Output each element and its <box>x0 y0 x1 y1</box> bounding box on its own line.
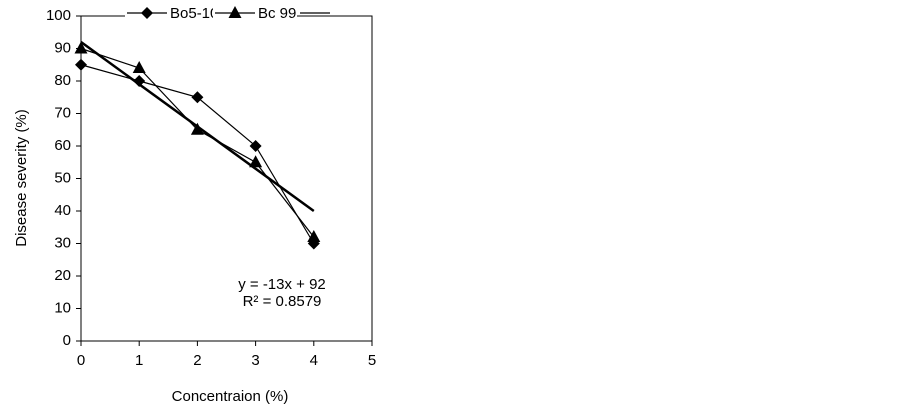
trend-r-squared: R² = 0.8579 <box>243 293 322 310</box>
data-point <box>133 75 146 87</box>
x-axis-label: Concentraion (%) <box>172 388 289 405</box>
y-tick-label: 100 <box>46 7 71 24</box>
y-tick-label: 90 <box>54 39 71 56</box>
y-tick-label: 50 <box>54 169 71 186</box>
x-tick-label: 3 <box>251 352 259 369</box>
data-point <box>132 61 146 73</box>
data-point <box>249 140 262 152</box>
x-tick-label: 5 <box>368 352 376 369</box>
x-tick-label: 1 <box>135 352 143 369</box>
y-tick-label: 30 <box>54 234 71 251</box>
legend-marker <box>141 7 153 19</box>
y-tick-label: 40 <box>54 202 71 219</box>
data-point <box>191 91 204 104</box>
y-axis-label: Disease severity (%) <box>13 109 30 247</box>
data-point <box>249 155 263 168</box>
y-tick-label: 70 <box>54 104 71 121</box>
data-point <box>74 41 88 54</box>
x-tick-label: 2 <box>193 352 201 369</box>
trend-equation: y = -13x + 92 <box>238 276 326 293</box>
data-point <box>307 230 321 242</box>
legend-label: Bo5-10 <box>170 5 218 22</box>
y-tick-label: 10 <box>54 299 71 316</box>
x-tick-label: 0 <box>77 352 85 369</box>
data-point <box>75 58 87 71</box>
trend-line <box>80 40 315 213</box>
legend-label: Bc 99 <box>258 5 296 22</box>
data-point <box>190 122 204 135</box>
y-tick-label: 20 <box>54 267 71 284</box>
y-tick-label: 0 <box>63 332 71 349</box>
x-tick-label: 4 <box>310 352 318 369</box>
y-tick-label: 80 <box>54 72 71 89</box>
y-tick-label: 60 <box>54 137 71 154</box>
legend-marker <box>228 6 242 18</box>
